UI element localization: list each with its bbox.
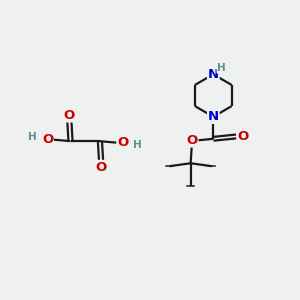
- Text: H: H: [28, 132, 37, 142]
- Text: O: O: [96, 160, 107, 174]
- Text: N: N: [208, 68, 219, 81]
- Text: O: O: [117, 136, 128, 149]
- Text: H: H: [133, 140, 141, 150]
- Text: O: O: [42, 133, 53, 146]
- Text: O: O: [187, 134, 198, 147]
- Text: H: H: [217, 63, 226, 73]
- Text: O: O: [63, 109, 75, 122]
- Text: O: O: [237, 130, 248, 143]
- Text: N: N: [208, 110, 219, 123]
